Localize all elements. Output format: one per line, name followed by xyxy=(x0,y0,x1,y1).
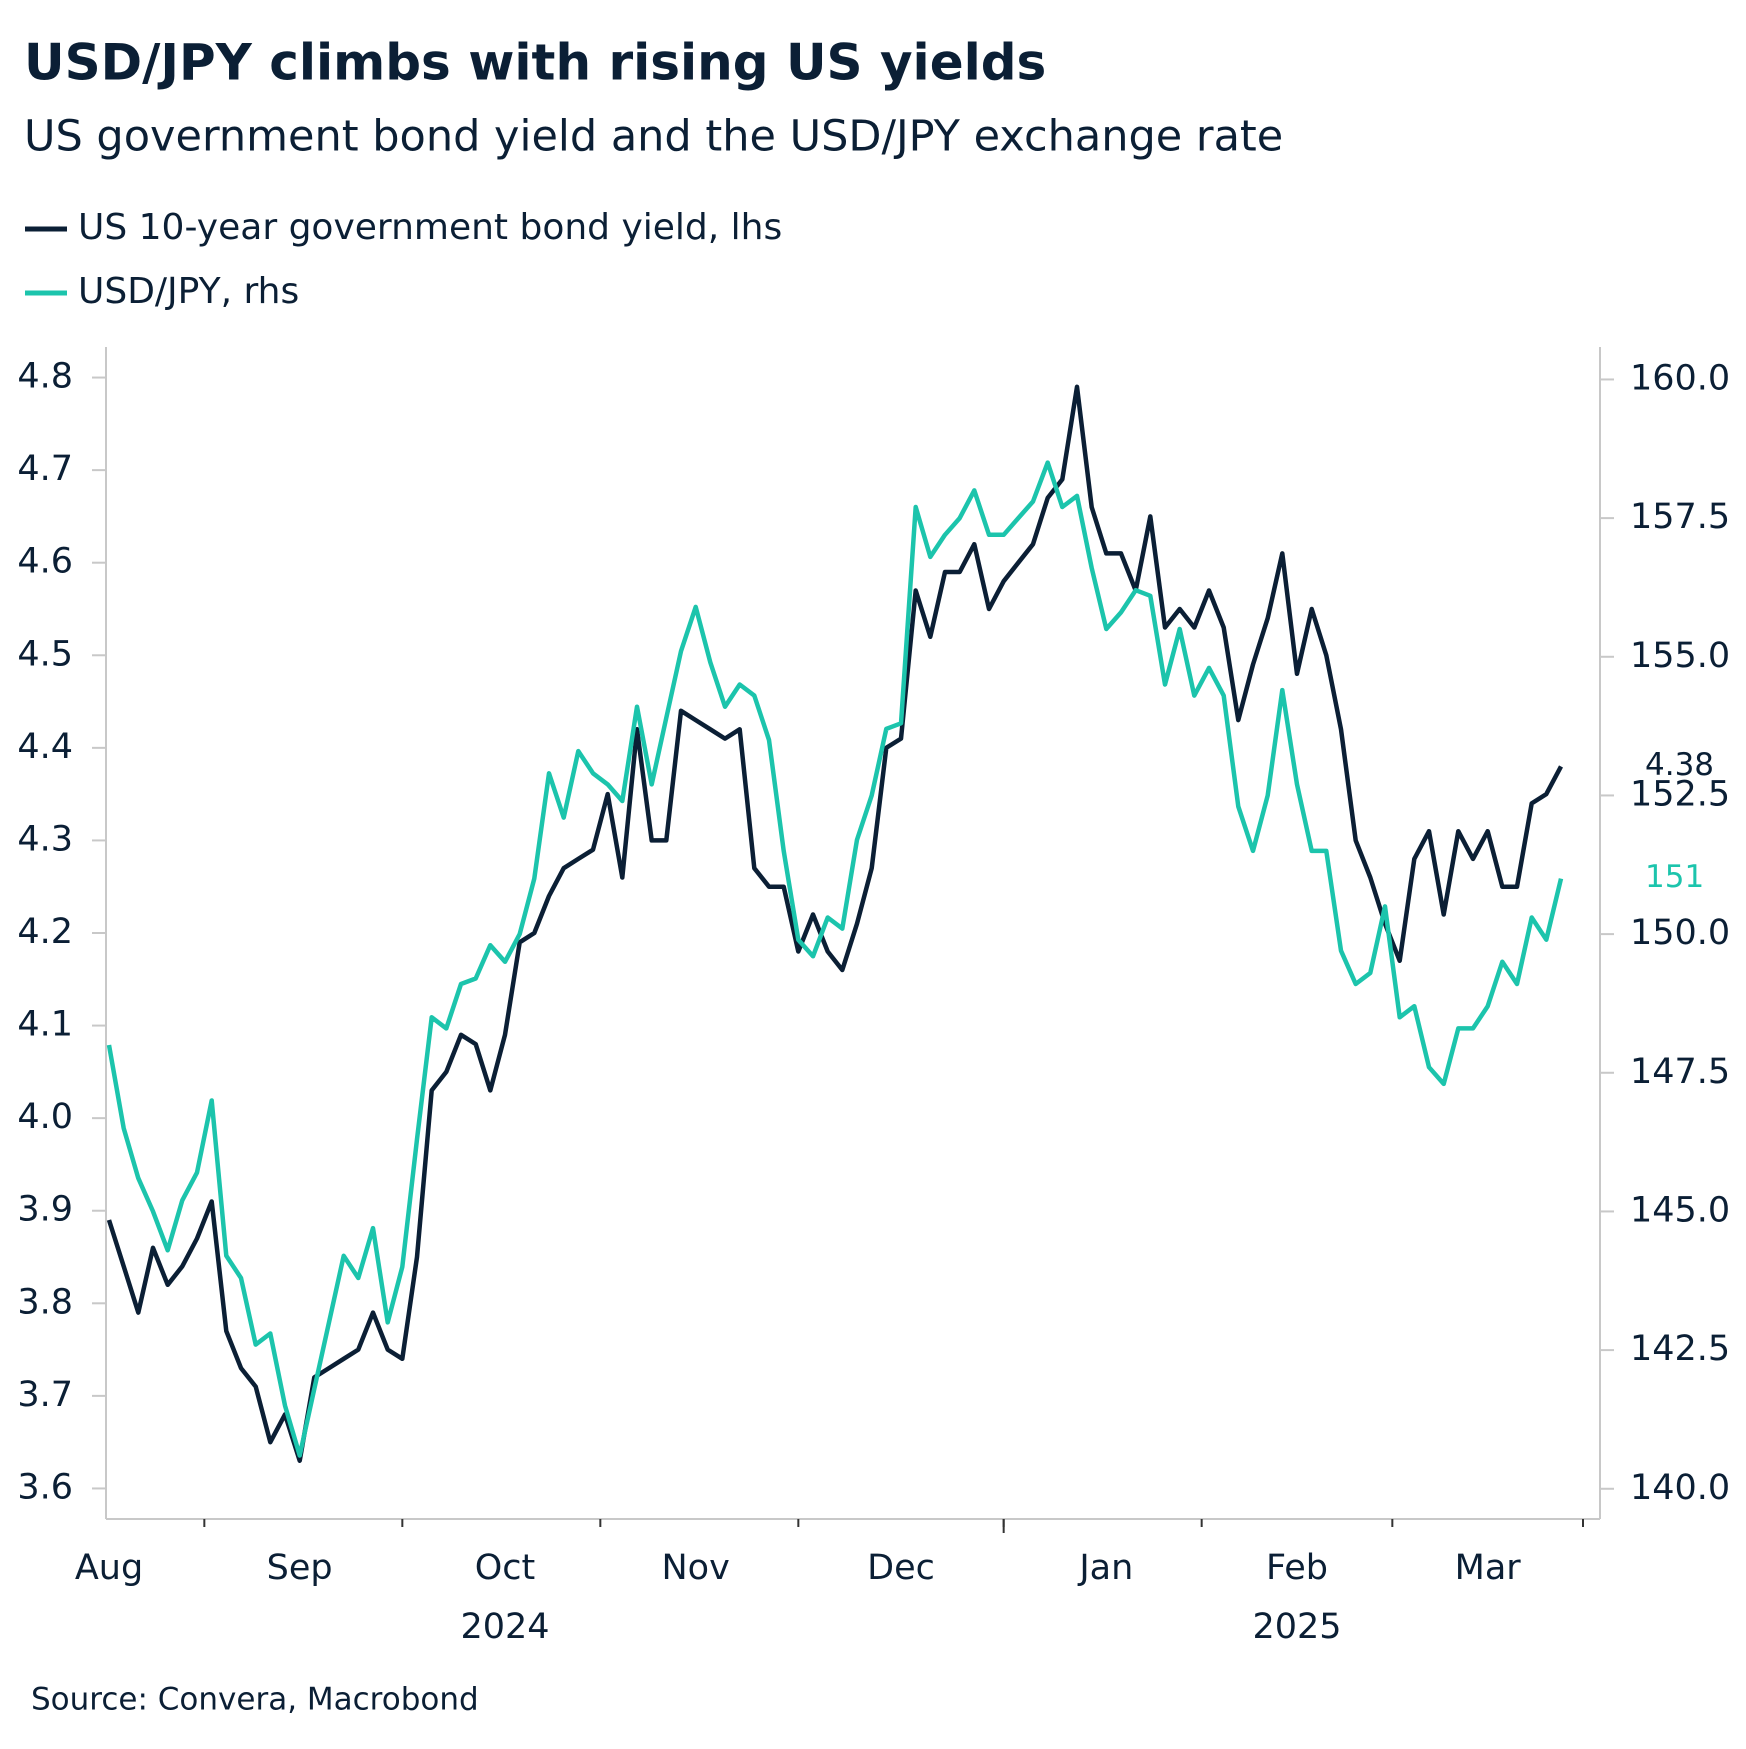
y2-tick-label: 145.0 xyxy=(1630,1190,1730,1230)
y-tick-label: 3.9 xyxy=(17,1190,73,1230)
y2-tick-label: 147.5 xyxy=(1630,1052,1730,1092)
y2-tick-label: 157.5 xyxy=(1630,497,1730,537)
y-tick-label: 4.3 xyxy=(17,819,73,859)
y-tick-label: 4.1 xyxy=(17,1005,73,1045)
x-tick-label: Feb xyxy=(1266,1548,1328,1588)
x-tick-label: Sep xyxy=(267,1548,333,1588)
y-tick-label: 3.7 xyxy=(17,1375,73,1415)
y2-tick-label: 140.0 xyxy=(1630,1468,1730,1508)
y2-tick-label: 160.0 xyxy=(1630,358,1730,398)
legend-label: US 10-year government bond yield, lhs xyxy=(78,207,782,248)
y2-tick-label: 155.0 xyxy=(1630,636,1730,676)
x-tick-label: Mar xyxy=(1455,1548,1522,1588)
y-tick-label: 4.7 xyxy=(17,449,73,489)
y-tick-label: 4.2 xyxy=(17,912,73,952)
y2-tick-label: 152.5 xyxy=(1630,774,1730,814)
y-tick-label: 3.6 xyxy=(17,1467,73,1507)
series-line xyxy=(106,460,1564,1458)
y-tick-label: 3.8 xyxy=(17,1282,73,1322)
x-group-label: 2025 xyxy=(1252,1607,1341,1647)
legend-label: USD/JPY, rhs xyxy=(78,271,299,312)
chart-title: USD/JPY climbs with rising US yields xyxy=(24,34,1046,92)
y2-tick-label: 150.0 xyxy=(1630,913,1730,953)
series-line xyxy=(106,384,1563,1463)
y-tick-label: 4.4 xyxy=(17,727,73,767)
end-label: 4.38 xyxy=(1645,747,1714,783)
end-label: 151 xyxy=(1645,859,1704,895)
chart-subtitle: US government bond yield and the USD/JPY… xyxy=(24,112,1283,162)
y-tick-label: 4.0 xyxy=(17,1097,73,1137)
x-tick-label: Dec xyxy=(867,1548,935,1588)
x-tick-label: Jan xyxy=(1077,1548,1133,1588)
y-tick-label: 4.5 xyxy=(17,634,73,674)
y2-tick-label: 142.5 xyxy=(1630,1329,1730,1369)
y-tick-label: 4.8 xyxy=(17,357,73,397)
x-tick-label: Oct xyxy=(475,1548,536,1588)
x-tick-label: Nov xyxy=(662,1548,730,1588)
x-group-label: 2024 xyxy=(460,1607,549,1647)
x-tick-label: Aug xyxy=(75,1548,143,1588)
y-tick-label: 4.6 xyxy=(17,542,73,582)
source-note: Source: Convera, Macrobond xyxy=(31,1682,479,1718)
